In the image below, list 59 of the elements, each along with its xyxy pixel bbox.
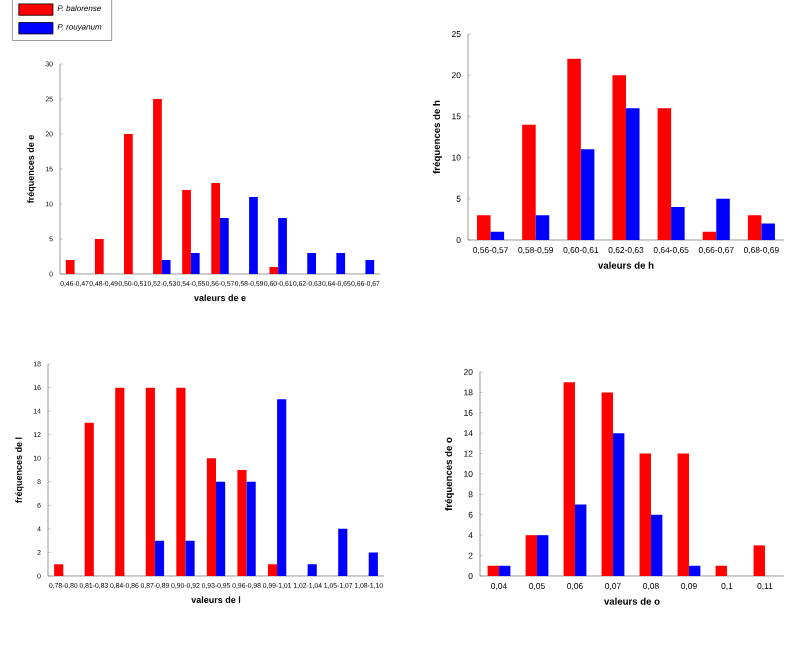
bar — [499, 565, 511, 576]
bar — [237, 469, 247, 576]
bar — [211, 182, 221, 274]
bar — [336, 252, 346, 274]
bar — [145, 387, 155, 576]
bar — [54, 564, 64, 576]
bar — [182, 189, 191, 274]
bar — [612, 433, 625, 576]
bar — [753, 545, 765, 576]
bar — [563, 382, 575, 576]
bar — [574, 504, 587, 576]
bar — [490, 231, 505, 240]
bar — [307, 564, 317, 576]
bar — [185, 540, 195, 576]
bar — [702, 231, 717, 240]
bar — [535, 215, 550, 240]
bar — [761, 223, 775, 240]
bar — [625, 108, 640, 240]
bar — [580, 149, 595, 240]
bar — [267, 564, 278, 576]
bar — [338, 528, 348, 576]
bar — [365, 259, 375, 274]
bar — [612, 75, 626, 240]
bar — [688, 565, 701, 576]
bar — [716, 198, 730, 240]
bar — [94, 238, 104, 274]
bar — [650, 514, 663, 576]
bar — [124, 133, 133, 274]
bar — [525, 535, 537, 576]
bar — [278, 217, 287, 274]
bar — [677, 453, 689, 576]
bar — [161, 259, 171, 274]
bar — [307, 252, 316, 274]
bar — [368, 552, 378, 576]
bar — [154, 540, 165, 576]
bar — [190, 252, 200, 274]
bar — [477, 215, 491, 240]
bar — [84, 422, 94, 576]
bar — [567, 58, 581, 240]
bar — [249, 196, 258, 274]
bar — [153, 99, 162, 274]
bar — [176, 387, 186, 576]
bar — [639, 453, 651, 576]
bar — [216, 481, 226, 576]
bar — [277, 399, 287, 576]
bar — [536, 535, 549, 576]
bar — [246, 481, 256, 576]
bar — [220, 217, 229, 274]
bar — [269, 266, 279, 274]
bar — [522, 124, 536, 240]
bar — [487, 565, 499, 576]
bar — [715, 565, 727, 576]
bar — [65, 259, 75, 274]
bar — [601, 392, 613, 576]
bar — [747, 215, 762, 240]
bar — [206, 458, 217, 576]
bar — [115, 387, 125, 576]
bar — [657, 108, 672, 240]
bar — [671, 207, 685, 240]
